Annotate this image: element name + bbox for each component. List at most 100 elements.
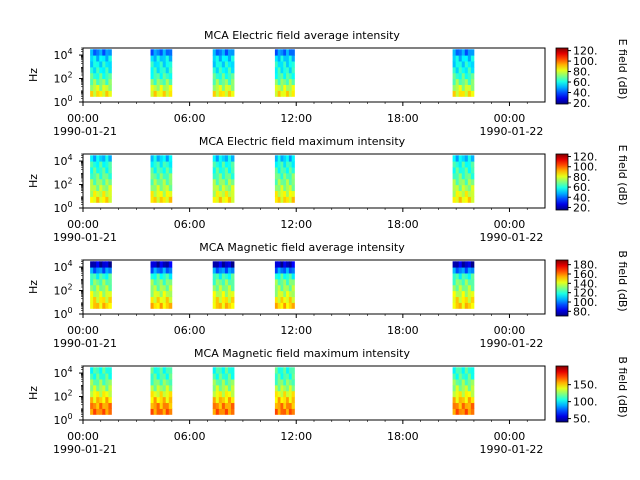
- spectrogram-cell: [288, 379, 293, 386]
- spectrogram-cell: [153, 261, 158, 268]
- spectrogram-cell: [99, 278, 103, 286]
- spectrogram-cell: [467, 290, 472, 298]
- panel-title: MCA Electric field maximum intensity: [199, 135, 406, 148]
- spectrogram-cell: [274, 396, 279, 404]
- spectrogram-cell: [461, 261, 466, 268]
- spectrogram-cell: [90, 161, 94, 168]
- spectrogram-cell: [156, 172, 161, 180]
- spectrogram-cell: [165, 267, 170, 274]
- spectrogram-cell: [221, 49, 226, 56]
- colorbar-tick-label: 100.: [573, 296, 598, 309]
- spectrogram-cell: [165, 66, 170, 74]
- spectrogram-cell: [230, 84, 235, 91]
- spectrogram-cell: [93, 408, 97, 415]
- spectrogram-cell: [283, 55, 287, 62]
- spectrogram-cell: [277, 190, 281, 197]
- spectrogram-cell: [105, 78, 109, 86]
- spectrogram-cell: [455, 161, 460, 168]
- spectrogram-cell: [90, 178, 94, 186]
- spectrogram-cell: [221, 302, 226, 309]
- spectrogram-cell: [288, 66, 293, 74]
- spectrogram-cell: [218, 190, 223, 197]
- spectrogram-cell: [218, 84, 223, 91]
- spectrogram-cell: [464, 390, 469, 398]
- spectrogram-cell: [227, 379, 232, 386]
- spectrogram-cell: [90, 396, 94, 404]
- spectrogram-cell: [291, 66, 295, 74]
- spectrogram-cell: [291, 167, 295, 174]
- spectrogram-cell: [277, 261, 281, 268]
- spectrogram-cell: [156, 184, 161, 192]
- panel-1: MCA Electric field average intensity 100 1…: [27, 29, 629, 138]
- spectrogram-cell: [165, 379, 170, 386]
- spectrogram-cell: [93, 402, 97, 409]
- spectrogram-pass: [150, 261, 173, 309]
- spectrogram-cell: [467, 408, 472, 415]
- spectrogram-cell: [215, 90, 220, 97]
- spectrogram-cell: [90, 55, 94, 62]
- spectrogram-cell: [156, 290, 161, 298]
- y-tick-label: 100: [53, 200, 72, 215]
- spectrogram-cell: [277, 379, 281, 386]
- spectrogram-cell: [153, 379, 158, 386]
- spectrogram-cell: [470, 402, 475, 409]
- spectrogram-cell: [221, 167, 226, 174]
- spectrogram-cell: [221, 267, 226, 274]
- x-tick-label: 12:00: [280, 430, 312, 443]
- spectrogram-cell: [108, 196, 112, 203]
- spectrogram-cell: [105, 178, 109, 186]
- spectrogram-cell: [93, 284, 97, 292]
- spectrogram-cell: [280, 396, 284, 404]
- spectrogram-cell: [467, 55, 472, 62]
- spectrogram-cell: [455, 267, 460, 274]
- spectrogram-cell: [455, 408, 460, 415]
- spectrogram-cell: [283, 72, 287, 80]
- spectrogram-cell: [150, 55, 154, 62]
- spectrogram-cell: [286, 84, 290, 91]
- colorbar: [555, 153, 569, 211]
- spectrogram-cell: [108, 178, 112, 186]
- spectrogram-cell: [212, 61, 217, 68]
- spectrogram-cell: [227, 367, 232, 374]
- spectrogram-cell: [470, 396, 475, 404]
- spectrogram-cell: [470, 261, 475, 268]
- spectrogram-cell: [218, 55, 223, 62]
- spectrogram-cell: [461, 302, 466, 309]
- spectrogram-cell: [277, 90, 281, 97]
- spectrogram-cell: [221, 384, 226, 392]
- spectrogram-cell: [280, 78, 284, 86]
- spectrogram-cell: [455, 78, 460, 86]
- spectrogram-cell: [215, 184, 220, 192]
- spectrogram-cell: [156, 302, 161, 309]
- spectrogram-cell: [153, 155, 158, 162]
- spectrogram-cell: [455, 367, 460, 374]
- spectrogram-cell: [215, 167, 220, 174]
- spectrogram-cell: [96, 284, 100, 292]
- spectrogram-cell: [286, 390, 290, 398]
- spectrogram-cell: [105, 367, 109, 374]
- spectrogram-cell: [96, 408, 100, 415]
- spectrogram-cell: [274, 55, 279, 62]
- spectrogram-cell: [283, 267, 287, 274]
- spectrogram-cell: [467, 184, 472, 192]
- spectrogram-cell: [280, 61, 284, 68]
- spectrogram-cell: [165, 373, 170, 380]
- spectrogram-cell: [452, 66, 457, 74]
- spectrogram-cell: [90, 155, 94, 162]
- spectrogram-cell: [224, 278, 229, 286]
- spectrogram-cell: [99, 267, 103, 274]
- spectrogram-cell: [165, 273, 170, 280]
- colorbar: [555, 47, 569, 105]
- y-tick-label: 102: [53, 177, 72, 192]
- spectrogram-cell: [150, 396, 154, 404]
- spectrogram-cell: [156, 155, 161, 162]
- spectrogram-cell: [274, 273, 279, 280]
- spectrogram-cell: [461, 384, 466, 392]
- y-tick-label: 104: [53, 47, 72, 62]
- spectrogram-cell: [452, 396, 457, 404]
- spectrogram-cell: [150, 408, 154, 415]
- spectrogram-cell: [470, 184, 475, 192]
- spectrogram-cell: [286, 184, 290, 192]
- spectrogram-cell: [467, 273, 472, 280]
- x-tick-date: 1990-01-22: [479, 125, 543, 138]
